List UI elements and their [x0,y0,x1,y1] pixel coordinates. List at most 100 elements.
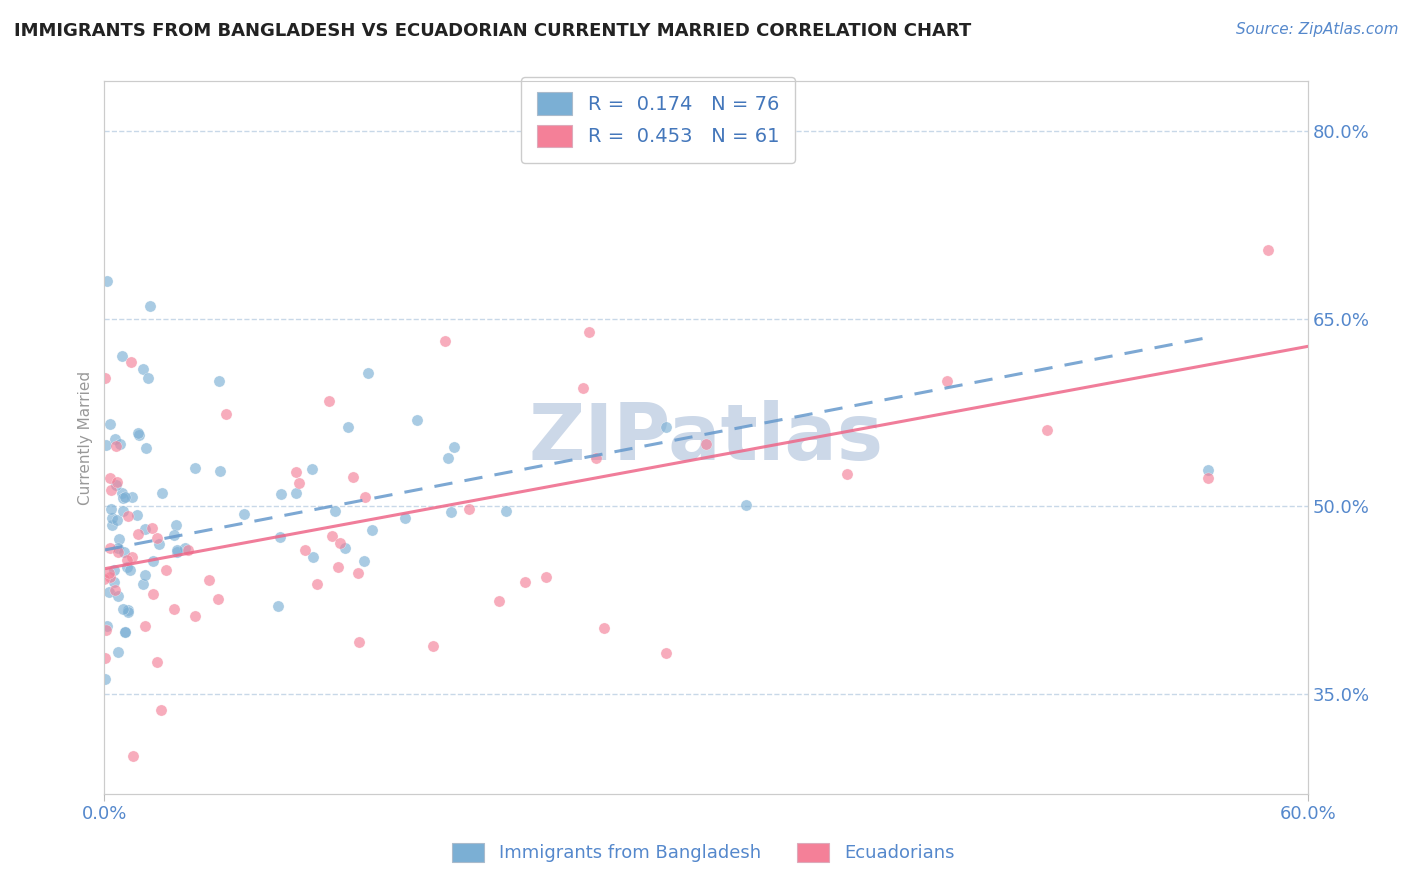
Point [165,517,187,532]
Point [108,533,131,547]
Point [166,543,188,558]
Point [735,498,758,512]
Point [695,437,717,451]
Point [329,536,352,550]
Point [305,576,328,591]
Point [114,624,136,639]
Point [117,509,139,524]
Point [120,355,142,369]
Point [114,625,136,640]
Point [105,439,128,453]
Point [357,366,380,380]
Point [111,486,134,500]
Point [118,563,141,577]
Point [288,475,311,490]
Point [111,602,134,616]
Point [138,370,160,384]
Point [94,651,117,665]
Point [115,560,138,574]
Point [149,703,172,717]
Point [145,656,167,670]
Point [122,749,145,764]
Point [177,543,200,558]
Point [162,601,184,615]
Point [111,504,134,518]
Point [1036,423,1059,437]
Legend: Immigrants from Bangladesh, Ecuadorians: Immigrants from Bangladesh, Ecuadorians [444,836,962,870]
Point [117,553,139,567]
Point [443,440,465,454]
Point [405,413,427,427]
Point [121,490,143,504]
Text: ZIPatlas: ZIPatlas [529,400,883,475]
Point [361,523,384,537]
Point [655,646,678,660]
Point [440,504,463,518]
Point [488,594,510,608]
Point [104,432,127,446]
Point [422,639,444,653]
Point [1197,471,1219,485]
Point [269,530,291,544]
Point [127,425,149,440]
Point [333,541,356,556]
Point [98,417,121,432]
Point [174,541,197,556]
Point [655,419,678,434]
Point [495,503,517,517]
Point [285,485,308,500]
Point [135,441,157,455]
Point [107,545,129,559]
Point [127,527,149,541]
Point [125,508,148,523]
Point [835,467,858,481]
Point [112,491,135,505]
Point [301,549,323,564]
Point [142,554,165,568]
Point [208,375,231,389]
Point [457,502,479,516]
Point [1257,243,1279,257]
Point [107,589,129,603]
Y-axis label: Currently Married: Currently Married [79,370,93,505]
Point [101,511,124,525]
Point [321,529,343,543]
Point [150,486,173,500]
Point [93,572,115,586]
Point [97,585,120,599]
Point [353,554,375,568]
Point [96,618,118,632]
Point [134,568,156,582]
Point [146,531,169,545]
Point [266,599,288,613]
Point [103,575,125,590]
Point [103,563,125,577]
Point [434,334,457,349]
Point [128,428,150,442]
Point [207,592,229,607]
Point [98,570,121,584]
Point [572,381,595,395]
Point [134,522,156,536]
Point [98,471,121,485]
Point [100,502,122,516]
Point [1197,463,1219,477]
Point [184,609,207,624]
Point [585,450,607,465]
Point [114,490,136,504]
Point [337,419,360,434]
Point [139,299,162,313]
Point [107,541,129,556]
Point [132,361,155,376]
Point [215,407,238,421]
Text: Source: ZipAtlas.com: Source: ZipAtlas.com [1236,22,1399,37]
Point [96,274,118,288]
Point [111,349,134,363]
Point [166,544,188,558]
Point [97,566,120,580]
Point [94,672,117,686]
Legend: R =  0.174   N = 76, R =  0.453   N = 61: R = 0.174 N = 76, R = 0.453 N = 61 [522,77,794,162]
Point [294,542,316,557]
Point [318,393,340,408]
Point [513,574,536,589]
